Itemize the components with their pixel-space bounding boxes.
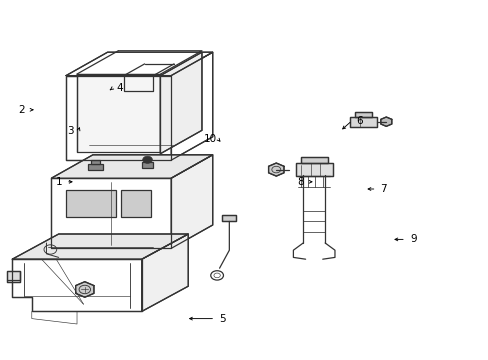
- Polygon shape: [171, 155, 212, 248]
- Polygon shape: [295, 163, 332, 176]
- Polygon shape: [354, 112, 371, 117]
- Text: 8: 8: [297, 177, 304, 187]
- Polygon shape: [142, 234, 188, 311]
- Text: 5: 5: [219, 314, 225, 324]
- Polygon shape: [66, 52, 212, 76]
- Polygon shape: [222, 215, 236, 221]
- Polygon shape: [160, 52, 202, 154]
- Polygon shape: [349, 117, 376, 127]
- Polygon shape: [12, 259, 142, 311]
- Text: 4: 4: [116, 83, 123, 93]
- Polygon shape: [142, 162, 153, 168]
- Polygon shape: [77, 74, 160, 152]
- Text: 10: 10: [203, 134, 216, 144]
- Polygon shape: [66, 190, 116, 217]
- Text: 9: 9: [409, 234, 416, 244]
- Polygon shape: [7, 271, 20, 282]
- Polygon shape: [51, 155, 212, 178]
- Polygon shape: [66, 76, 171, 160]
- Text: 7: 7: [380, 184, 386, 194]
- Polygon shape: [12, 234, 188, 259]
- Polygon shape: [76, 282, 94, 297]
- Polygon shape: [268, 163, 284, 176]
- Circle shape: [142, 156, 152, 163]
- Polygon shape: [51, 178, 171, 248]
- Polygon shape: [121, 190, 151, 217]
- Text: 3: 3: [67, 126, 74, 136]
- Text: 2: 2: [19, 105, 25, 115]
- Polygon shape: [91, 160, 100, 163]
- Polygon shape: [88, 163, 102, 170]
- Polygon shape: [380, 117, 391, 126]
- Text: 1: 1: [55, 177, 62, 187]
- Text: 6: 6: [355, 116, 362, 126]
- Polygon shape: [171, 52, 212, 160]
- Polygon shape: [300, 157, 327, 163]
